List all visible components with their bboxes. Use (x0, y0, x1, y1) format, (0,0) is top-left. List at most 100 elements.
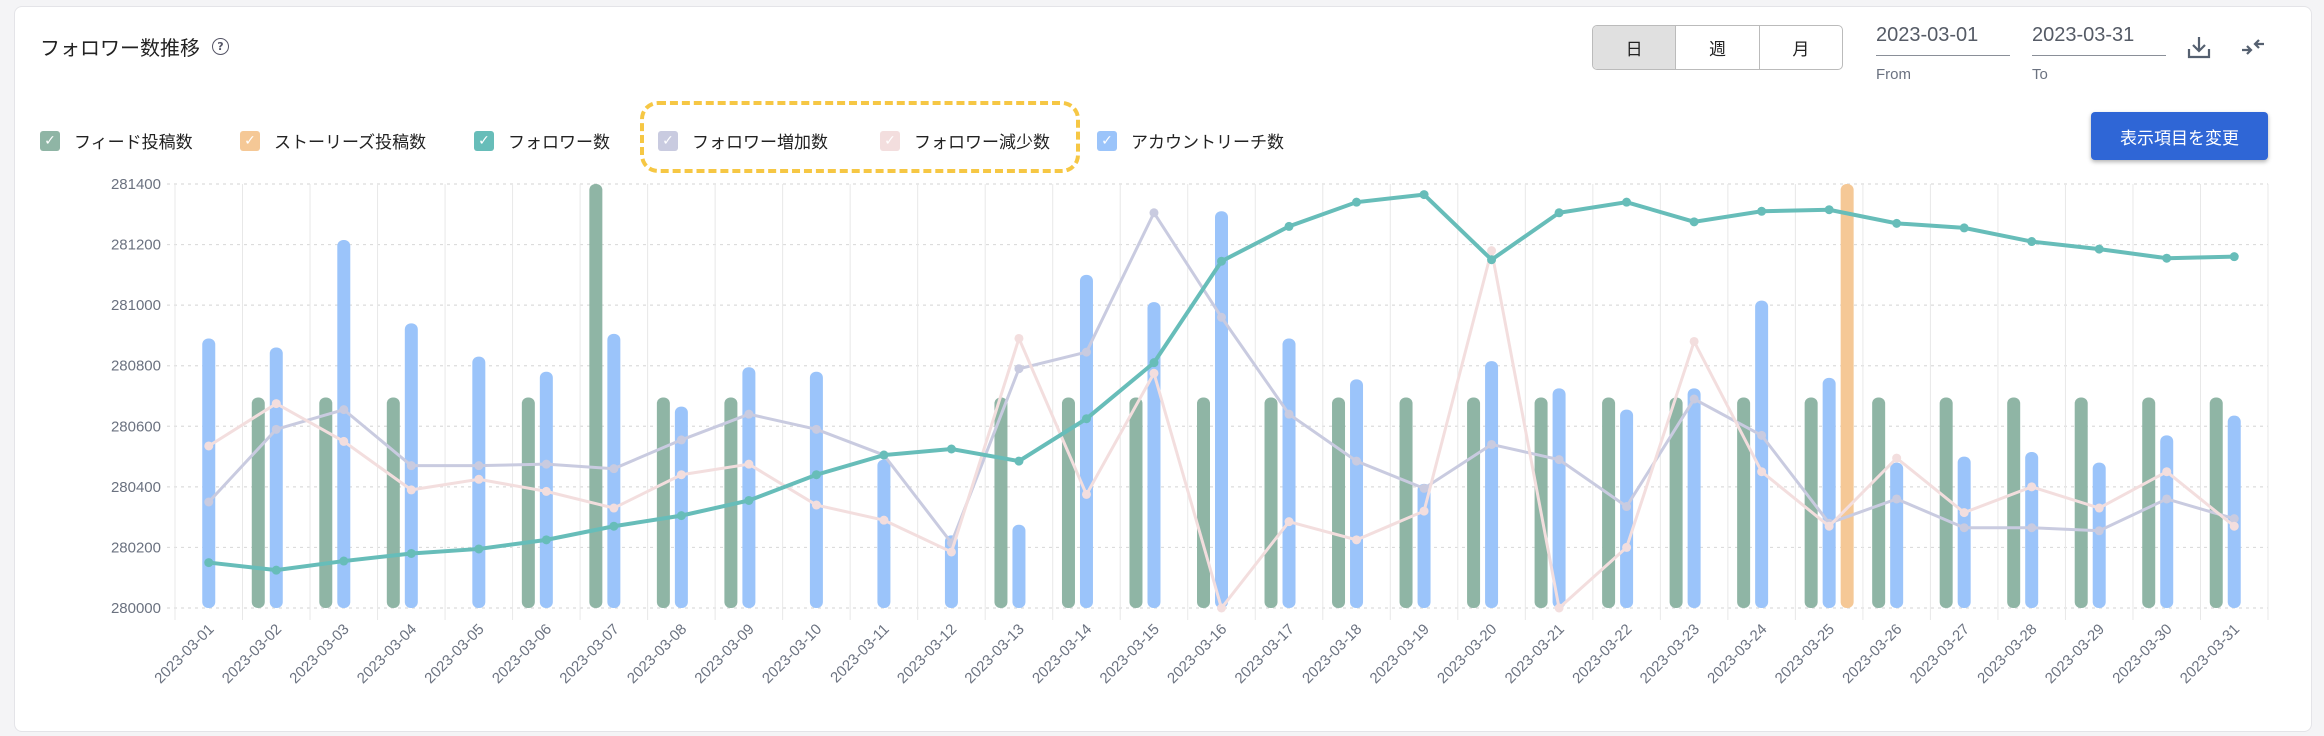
data-point (1014, 456, 1024, 466)
checkbox-check-icon[interactable]: ✓ (240, 130, 260, 151)
data-point (339, 556, 349, 566)
x-tick-label: 2023-03-26 (1839, 621, 1905, 687)
x-tick-label: 2023-03-07 (556, 621, 622, 687)
legend-label: アカウントリーチ数 (1131, 133, 1284, 153)
x-tick-label: 2023-03-28 (1974, 621, 2040, 687)
x-tick-label: 2023-03-09 (691, 621, 757, 687)
data-point (2162, 494, 2172, 504)
checkbox-check-icon[interactable]: ✓ (474, 130, 494, 151)
data-point (2094, 526, 2104, 536)
legend-follower-decrease[interactable]: ✓ フォロワー減少数 (880, 128, 1050, 153)
legend-account-reach[interactable]: ✓ アカウントリーチ数 (1097, 128, 1284, 153)
data-point (1892, 218, 1902, 228)
data-point (744, 409, 754, 419)
period-week-button[interactable]: 週 (1676, 26, 1760, 69)
help-icon[interactable]: ? (212, 38, 229, 55)
data-point (1959, 508, 1969, 518)
date-to-field[interactable]: 2023-03-31 To (2032, 24, 2166, 83)
data-point (1959, 523, 1969, 533)
y-tick-label: 280800 (111, 358, 161, 375)
data-point (609, 464, 619, 474)
data-point (541, 486, 551, 496)
data-point (2094, 503, 2104, 513)
bar (1485, 361, 1499, 608)
bar (2007, 397, 2021, 608)
x-tick-label: 2023-03-16 (1164, 621, 1230, 687)
data-point (2094, 244, 2104, 254)
bar (1399, 397, 1413, 608)
bar (269, 347, 283, 608)
data-point (1487, 255, 1497, 265)
data-point (1757, 206, 1767, 216)
data-point (541, 459, 551, 469)
data-point (1622, 502, 1632, 512)
legend-label: フォロワー増加数 (692, 133, 828, 153)
data-point (744, 495, 754, 505)
download-icon[interactable] (2186, 34, 2212, 60)
x-tick-label: 2023-03-14 (1029, 621, 1095, 687)
bar (1552, 388, 1566, 608)
bar (251, 397, 265, 608)
checkbox-check-icon[interactable]: ✓ (40, 130, 60, 151)
bar (1012, 524, 1026, 608)
data-point (204, 497, 214, 507)
date-to-input[interactable]: 2023-03-31 (2032, 24, 2166, 56)
data-point (1149, 358, 1159, 368)
data-point (1824, 205, 1834, 215)
bar (319, 397, 333, 608)
legend-stories-posts[interactable]: ✓ ストーリーズ投稿数 (240, 128, 426, 153)
legend-feed-posts[interactable]: ✓ フィード投稿数 (40, 128, 193, 153)
bar (1534, 397, 1548, 608)
data-point (2162, 467, 2172, 477)
bar (1061, 397, 1075, 608)
period-month-button[interactable]: 月 (1792, 40, 1810, 60)
legend-follower-increase[interactable]: ✓ フォロワー増加数 (658, 128, 828, 153)
data-point (1284, 409, 1294, 419)
data-point (1689, 336, 1699, 346)
data-point (2027, 482, 2037, 492)
data-point (1149, 368, 1159, 378)
period-day-button[interactable]: 日 (1593, 26, 1677, 69)
data-point (1352, 197, 1362, 207)
x-tick-label: 2023-03-21 (1502, 621, 1568, 687)
legend-label: フィード投稿数 (74, 133, 193, 153)
data-point (406, 485, 416, 495)
data-point (406, 548, 416, 558)
checkbox-check-icon[interactable]: ✓ (1097, 130, 1117, 151)
x-tick-label: 2023-03-15 (1097, 621, 1163, 687)
x-tick-label: 2023-03-02 (219, 621, 285, 687)
bar (1737, 397, 1751, 608)
date-from-input[interactable]: 2023-03-01 (1876, 24, 2010, 56)
x-tick-label: 2023-03-10 (759, 621, 825, 687)
date-from-field[interactable]: 2023-03-01 From (1876, 24, 2010, 83)
legend-followers[interactable]: ✓ フォロワー数 (474, 128, 610, 153)
data-point (339, 405, 349, 415)
checkbox-check-icon[interactable]: ✓ (658, 130, 678, 151)
x-tick-label: 2023-03-01 (151, 621, 217, 687)
checkbox-check-icon[interactable]: ✓ (880, 130, 900, 151)
bar (2209, 397, 2223, 608)
legend-label: ストーリーズ投稿数 (274, 133, 427, 153)
data-point (879, 450, 889, 460)
change-display-items-button[interactable]: 表示項目を変更 (2091, 112, 2268, 160)
x-tick-label: 2023-03-31 (2177, 621, 2243, 687)
data-point (474, 474, 484, 484)
bar (809, 371, 823, 608)
data-point (2229, 252, 2239, 262)
data-point (474, 544, 484, 554)
data-point (2027, 523, 2037, 533)
compress-arrows-icon[interactable] (2240, 34, 2266, 60)
x-tick-label: 2023-03-25 (1772, 621, 1838, 687)
x-tick-label: 2023-03-19 (1367, 621, 1433, 687)
x-tick-label: 2023-03-06 (489, 621, 555, 687)
bar (1804, 397, 1818, 608)
data-point (609, 503, 619, 513)
data-point (204, 441, 214, 451)
bar (202, 338, 216, 608)
data-point (1284, 221, 1294, 231)
data-point (676, 435, 686, 445)
legend-label: フォロワー数 (508, 133, 610, 153)
data-point (1419, 483, 1429, 493)
bar (1417, 483, 1431, 608)
